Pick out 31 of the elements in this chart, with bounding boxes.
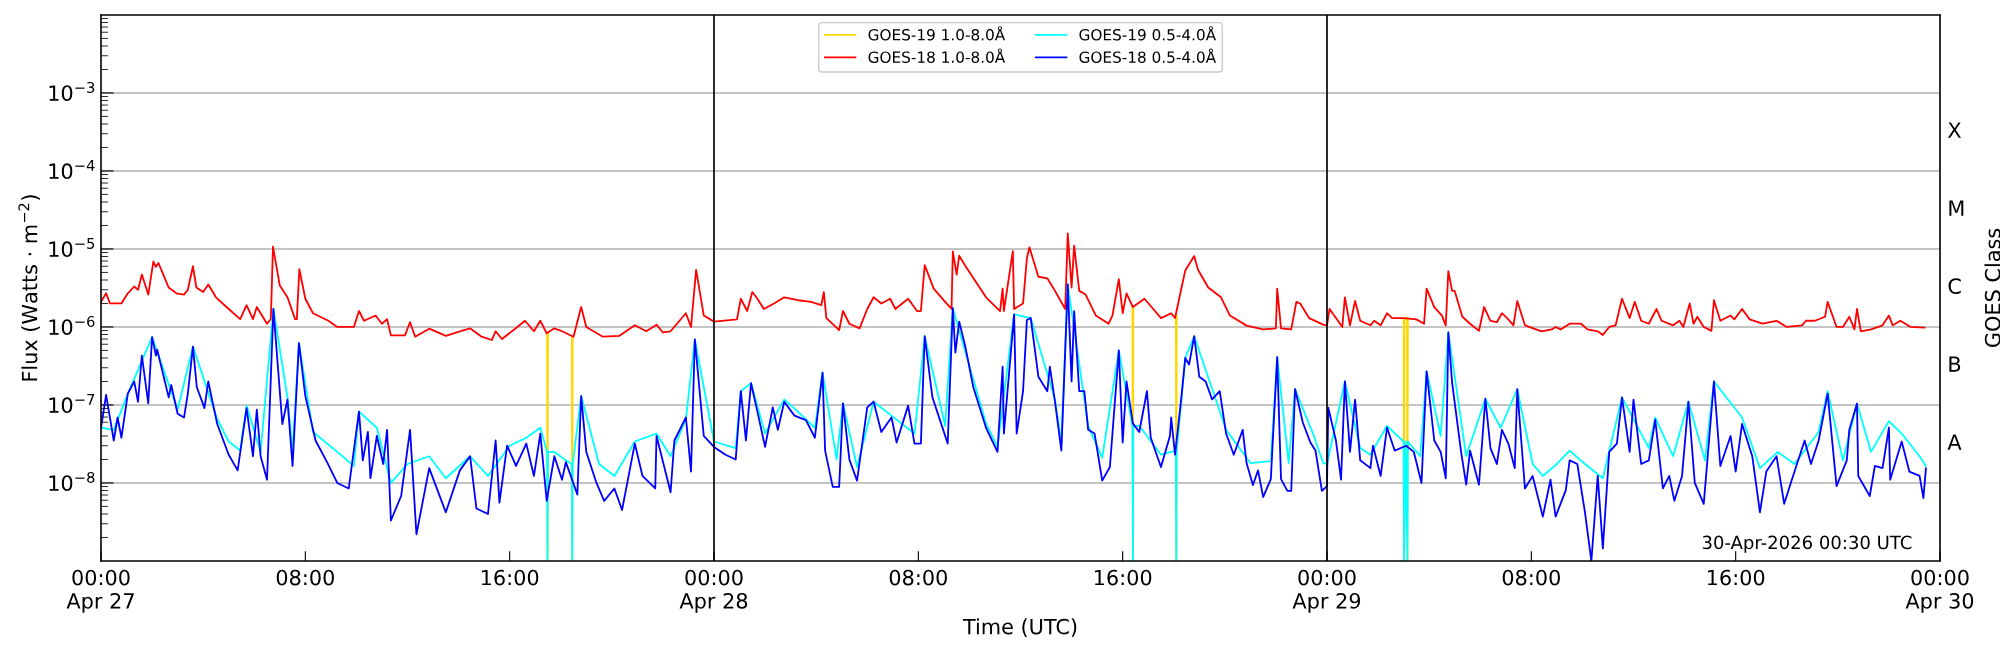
y-tick-label: 10$^{−7}$	[49, 394, 95, 414]
legend-label: GOES-18 0.5-4.0Å	[1079, 48, 1217, 63]
y-tick-label: 10$^{−6}$	[49, 315, 95, 335]
legend-label: GOES-18 1.0-8.0Å	[868, 48, 1006, 63]
x-tick-label: 00:00 Apr 27	[66, 569, 134, 613]
text: C	[1948, 278, 1961, 294]
y-axis-title: Flux (Watts · m$^{−2}$)	[18, 195, 40, 381]
y-tick-label: 10$^{−5}$	[49, 238, 95, 258]
annotation: 30-Apr-2026 00:30 UTC	[1702, 535, 1912, 553]
y-tick-label: 10$^{−3}$	[49, 81, 95, 101]
x-tick-label: 08:00	[889, 569, 947, 586]
x-tick-label: 00:00 Apr 30	[1905, 569, 1974, 613]
x-tick-label: 16:00	[1707, 569, 1765, 586]
line-series	[101, 232, 1926, 341]
text: B	[1949, 356, 1961, 372]
x-tick-label: 08:00	[276, 569, 334, 586]
x-tick-label: 00:00 Apr 29	[1292, 569, 1361, 613]
x-tick-label: 08:00	[1502, 569, 1560, 586]
text: M	[1949, 200, 1964, 216]
y-tick-label: 10$^{−4}$	[49, 160, 95, 180]
text: X	[1947, 122, 1961, 138]
x-tick-label: 16:00	[1094, 569, 1152, 586]
x-axis-title: Time (UTC)	[962, 618, 1077, 637]
y2-axis-title: GOES Class	[1984, 228, 2000, 347]
legend-label: GOES-19 0.5-4.0Å	[1079, 26, 1217, 41]
legend-label: GOES-19 1.0-8.0Å	[868, 26, 1006, 41]
x-tick-label: 00:00 Apr 28	[679, 569, 748, 613]
text: A	[1947, 434, 1962, 450]
y-tick-label: 10$^{−8}$	[49, 471, 95, 491]
line-series	[101, 283, 1927, 561]
x-tick-label: 16:00	[481, 569, 539, 586]
